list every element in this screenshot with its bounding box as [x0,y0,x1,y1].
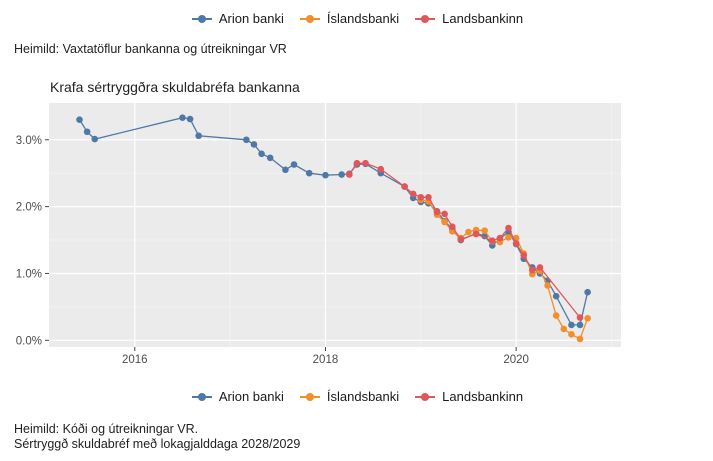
data-point-islandsbanki [584,314,591,322]
legend-item-islandsbanki: Íslandsbanki [298,11,399,26]
data-point-arion-banki [568,321,575,329]
data-point-landsbankinn [377,165,385,173]
data-point-landsbankinn [433,208,441,216]
data-point-islandsbanki [552,312,560,319]
y-tick-label: 2.0% [16,202,42,214]
chart-title: Krafa sértryggðra skuldabréfa bankanna [50,79,300,95]
data-point-arion-banki [282,166,289,174]
legend-label: Landsbankinn [442,389,524,404]
data-point-landsbankinn [576,314,584,321]
data-point-landsbankinn [401,183,408,190]
data-point-landsbankinn [536,264,544,271]
data-point-arion-banki [338,171,345,178]
data-point-arion-banki [195,132,202,140]
source-text-top: Heimild: Vaxtatöflur bankanna og útreikn… [14,42,287,56]
legend-key-islandsbanki [298,390,322,404]
legend-bottom: Arion banki Íslandsbanki Landsbankinn [0,389,713,404]
data-point-landsbankinn [362,159,369,167]
data-point-islandsbanki [576,335,584,343]
legend-key-islandsbanki [298,12,322,26]
data-point-arion-banki [322,171,329,179]
legend-item-landsbankinn: Landsbankinn [413,11,523,26]
data-point-landsbankinn [529,266,536,274]
data-point-landsbankinn [496,234,504,242]
legend-key-arion [190,12,214,26]
legend-item-islandsbanki: Íslandsbanki [298,389,399,404]
data-point-arion-banki [76,116,83,124]
data-point-arion-banki [179,114,186,122]
data-point-arion-banki [250,141,258,148]
data-point-landsbankinn [472,230,480,238]
data-point-landsbankinn [489,237,496,245]
data-point-islandsbanki [465,228,472,236]
x-tick-label: 2018 [313,354,339,366]
data-point-arion-banki [266,154,274,162]
data-point-landsbankinn [346,171,353,178]
data-point-arion-banki [186,115,194,123]
data-point-landsbankinn [448,223,456,230]
data-point-arion-banki [305,169,313,177]
legend-item-arion: Arion banki [190,11,284,26]
legend-label: Íslandsbanki [326,11,400,26]
data-point-arion-banki [258,150,265,158]
data-point-islandsbanki [560,325,568,333]
legend-key-landsbankinn [413,12,437,26]
data-point-arion-banki [243,136,250,144]
legend-label: Landsbankinn [442,11,524,26]
data-point-landsbankinn [505,224,512,232]
y-tick-label: 3.0% [16,135,42,147]
data-point-arion-banki [91,135,99,143]
data-point-landsbankinn [457,236,465,243]
footer-source: Heimild: Kóði og útreikningar VR. [14,422,199,436]
data-point-landsbankinn [441,210,448,218]
data-point-islandsbanki [568,330,575,338]
plot-background [49,103,621,347]
footer-note: Sértryggð skuldabréf með lokagjalddaga 2… [14,437,301,451]
data-point-landsbankinn [417,193,425,201]
data-point-landsbankinn [512,240,520,247]
data-point-arion-banki [552,292,560,300]
data-point-arion-banki [584,288,591,296]
data-point-islandsbanki [481,227,488,234]
data-point-arion-banki [576,321,584,329]
data-point-islandsbanki [441,218,448,226]
legend-key-arion [190,390,214,404]
x-tick-label: 2020 [503,354,529,366]
data-point-arion-banki [83,128,91,136]
top-rule [0,0,713,1]
data-point-islandsbanki [505,234,512,241]
data-point-landsbankinn [520,252,528,259]
data-point-landsbankinn [353,159,361,167]
legend-key-landsbankinn [413,390,437,404]
data-point-arion-banki [290,161,298,168]
legend-item-landsbankinn: Landsbankinn [413,389,523,404]
legend-top: Arion banki Íslandsbanki Landsbankinn [0,11,713,26]
y-tick-label: 0.0% [16,335,42,347]
legend-label: Arion banki [218,389,284,404]
x-tick-label: 2016 [122,354,148,366]
data-point-landsbankinn [425,193,432,201]
series-line-islandsbanki [420,199,589,340]
legend-label: Arion banki [218,11,284,26]
data-point-landsbankinn [409,190,417,198]
legend-item-arion: Arion banki [190,389,284,404]
legend-label: Íslandsbanki [326,389,400,404]
y-tick-label: 1.0% [16,268,42,280]
data-point-islandsbanki [544,282,551,289]
